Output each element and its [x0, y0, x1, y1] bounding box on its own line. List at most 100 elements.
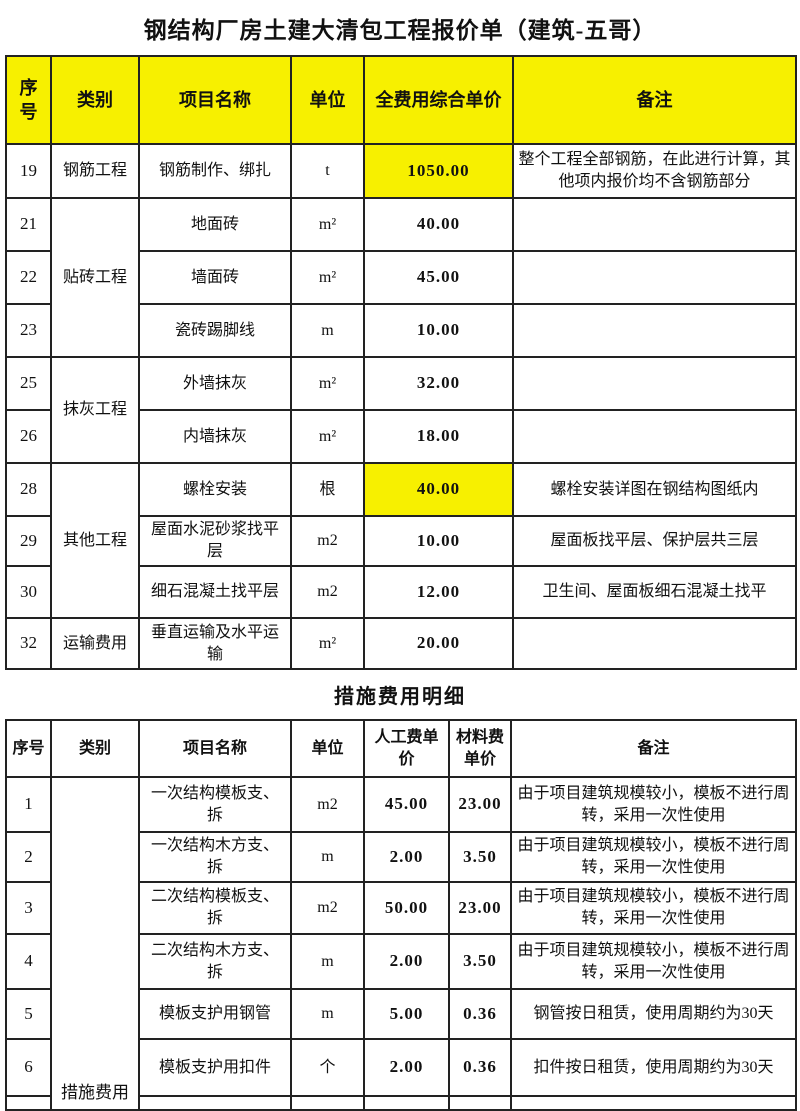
table-row: 1 措施费用 一次结构模板支、拆 m2 45.00 23.00 由于项目建筑规模…	[5, 776, 797, 1111]
cell-unit: m	[290, 303, 365, 358]
cell-material-price: 3.50	[448, 933, 512, 990]
cell-seq: 23	[5, 303, 52, 358]
cell-seq: 26	[5, 409, 52, 464]
table-row: 2 一次结构木方支、拆 m 2.00 3.50 由于项目建筑规模较小，模板不进行…	[5, 831, 797, 883]
cell-price-highlighted: 1050.00	[363, 143, 514, 199]
table-row: 23 瓷砖踢脚线 m 10.00	[5, 303, 797, 358]
cell-seq: 4	[5, 933, 52, 990]
cell-remark: 由于项目建筑规模较小，模板不进行周转，采用一次性使用	[510, 881, 797, 935]
cell-seq: 1	[5, 776, 52, 833]
cell-item-name: 螺栓安装	[138, 462, 292, 517]
cell-remark: 整个工程全部钢筋，在此进行计算，其他项内报价均不含钢筋部分	[512, 143, 797, 199]
header-remark: 备注	[512, 55, 797, 145]
cell-category: 运输费用	[50, 617, 140, 670]
header-item-name: 项目名称	[138, 719, 292, 778]
cell-category: 其他工程	[50, 462, 140, 619]
table-row: 3 二次结构模板支、拆 m2 50.00 23.00 由于项目建筑规模较小，模板…	[5, 881, 797, 935]
cell-remark	[512, 197, 797, 252]
cell-item-name: 模板支护用钢管	[138, 988, 292, 1040]
cell-item-name: 垂直运输及水平运输	[138, 617, 292, 670]
cell-labor-price: 50.00	[363, 881, 450, 935]
cell-seq: 3	[5, 881, 52, 935]
cell-item-name: 瓷砖踢脚线	[138, 303, 292, 358]
cell-material-price	[448, 1095, 512, 1111]
cell-category: 措施费用	[50, 776, 140, 1111]
table-row: 5 模板支护用钢管 m 5.00 0.36 钢管按日租赁，使用周期约为30天	[5, 988, 797, 1040]
cell-material-price: 23.00	[448, 881, 512, 935]
cell-seq: 32	[5, 617, 52, 670]
cell-seq	[5, 1095, 52, 1111]
cell-seq: 6	[5, 1038, 52, 1097]
cell-remark: 由于项目建筑规模较小，模板不进行周转，采用一次性使用	[510, 831, 797, 883]
measures-table: 序号 类别 项目名称 单位 人工费单价 材料费单价 备注 1 措施费用 一次结构…	[5, 719, 797, 1111]
table-row: 25 抹灰工程 外墙抹灰 m² 32.00	[5, 356, 797, 464]
cell-price: 20.00	[363, 617, 514, 670]
cell-material-price: 23.00	[448, 776, 512, 833]
cell-unit: m²	[290, 617, 365, 670]
cell-labor-price: 2.00	[363, 1038, 450, 1097]
cell-remark	[510, 1095, 797, 1111]
cell-labor-price: 2.00	[363, 933, 450, 990]
header-item-name: 项目名称	[138, 55, 292, 145]
cell-item-name: 地面砖	[138, 197, 292, 252]
cell-item-name: 模板支护用扣件	[138, 1038, 292, 1097]
cell-unit: m	[290, 933, 365, 990]
page-title: 钢结构厂房土建大清包工程报价单（建筑-五哥）	[143, 17, 657, 43]
cell-remark: 由于项目建筑规模较小，模板不进行周转，采用一次性使用	[510, 933, 797, 990]
cell-unit: m²	[290, 250, 365, 305]
cell-remark: 螺栓安装详图在钢结构图纸内	[512, 462, 797, 517]
cell-labor-price: 2.00	[363, 831, 450, 883]
cell-remark: 屋面板找平层、保护层共三层	[512, 515, 797, 567]
cell-seq: 30	[5, 565, 52, 619]
cell-seq: 21	[5, 197, 52, 252]
header-category: 类别	[50, 55, 140, 145]
quotation-table: 序号 类别 项目名称 单位 全费用综合单价 备注 19 钢筋工程 钢筋制作、绑扎…	[5, 55, 797, 670]
cell-item-name: 二次结构木方支、拆	[138, 933, 292, 990]
table-header-row: 序号 类别 项目名称 单位 人工费单价 材料费单价 备注	[5, 719, 797, 778]
cell-seq: 19	[5, 143, 52, 199]
cell-price-highlighted: 40.00	[363, 462, 514, 517]
header-category: 类别	[50, 719, 140, 778]
cell-price: 10.00	[363, 303, 514, 358]
header-labor-price: 人工费单价	[363, 719, 450, 778]
header-seq: 序号	[5, 55, 52, 145]
table-row: 29 屋面水泥砂浆找平层 m2 10.00 屋面板找平层、保护层共三层	[5, 515, 797, 567]
cell-item-name: 屋面水泥砂浆找平层	[138, 515, 292, 567]
cell-remark	[512, 250, 797, 305]
cell-item-name: 外墙抹灰	[138, 356, 292, 411]
header-remark: 备注	[510, 719, 797, 778]
cell-seq: 29	[5, 515, 52, 567]
cell-category: 贴砖工程	[50, 197, 140, 358]
cell-unit: m2	[290, 776, 365, 833]
cell-item-name: 一次结构木方支、拆	[138, 831, 292, 883]
cell-unit	[290, 1095, 365, 1111]
table-row: 6 模板支护用扣件 个 2.00 0.36 扣件按日租赁，使用周期约为30天	[5, 1038, 797, 1097]
cell-item-name: 一次结构模板支、拆	[138, 776, 292, 833]
cell-labor-price	[363, 1095, 450, 1111]
cell-seq: 28	[5, 462, 52, 517]
cell-labor-price: 5.00	[363, 988, 450, 1040]
cell-price: 18.00	[363, 409, 514, 464]
cell-seq: 22	[5, 250, 52, 305]
table-row: 22 墙面砖 m² 45.00	[5, 250, 797, 305]
cell-item-name	[138, 1095, 292, 1111]
cell-seq: 25	[5, 356, 52, 411]
cell-seq: 2	[5, 831, 52, 883]
cell-unit: m	[290, 831, 365, 883]
cell-remark: 由于项目建筑规模较小，模板不进行周转，采用一次性使用	[510, 776, 797, 833]
cell-labor-price: 45.00	[363, 776, 450, 833]
cell-unit: m2	[290, 515, 365, 567]
cell-material-price: 3.50	[448, 831, 512, 883]
cell-category: 抹灰工程	[50, 356, 140, 464]
cell-item-name: 二次结构模板支、拆	[138, 881, 292, 935]
cell-unit: 个	[290, 1038, 365, 1097]
cell-item-name: 内墙抹灰	[138, 409, 292, 464]
table-row: 30 细石混凝土找平层 m2 12.00 卫生间、屋面板细石混凝土找平	[5, 565, 797, 619]
cell-unit: 根	[290, 462, 365, 517]
cell-unit: m²	[290, 409, 365, 464]
table-row: 26 内墙抹灰 m² 18.00	[5, 409, 797, 464]
cell-seq: 5	[5, 988, 52, 1040]
cell-remark	[512, 303, 797, 358]
cell-category: 钢筋工程	[50, 143, 140, 199]
cell-item-name: 钢筋制作、绑扎	[138, 143, 292, 199]
